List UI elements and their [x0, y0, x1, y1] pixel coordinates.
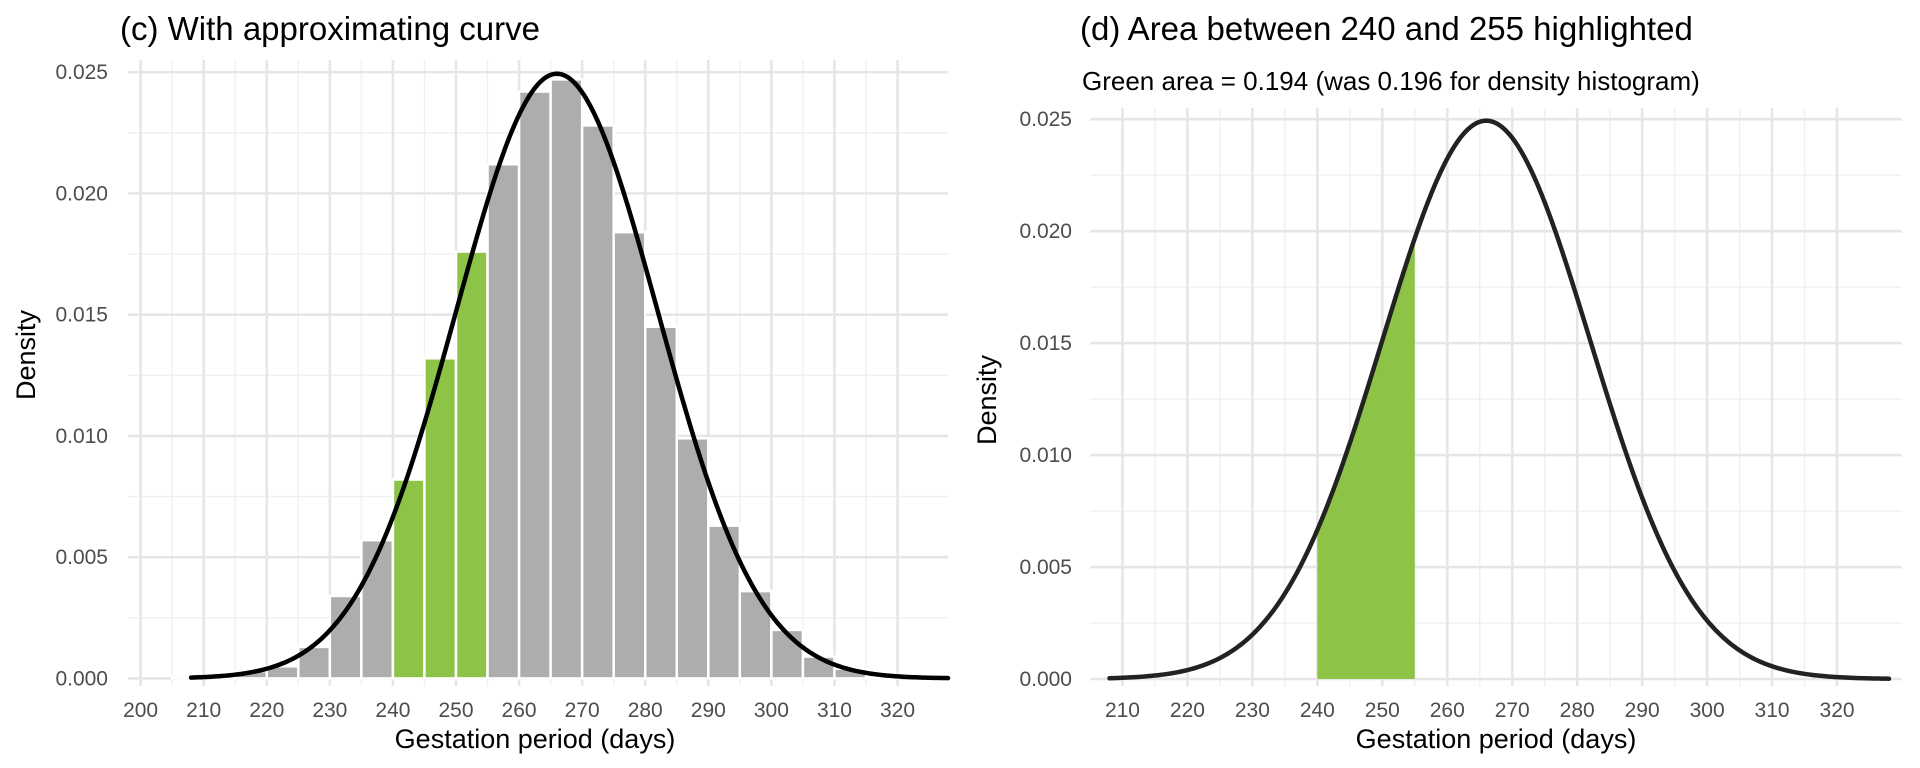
x-axis-title: Gestation period (days): [395, 724, 676, 754]
x-tick-label: 240: [1300, 699, 1335, 722]
density-curve-layer: [188, 71, 951, 681]
histogram-bar: [770, 628, 805, 680]
x-tick-label: 220: [1170, 699, 1205, 722]
y-tick-label: 0.005: [1019, 556, 1072, 579]
histogram-bar: [549, 78, 584, 680]
density-curve: [1107, 118, 1892, 681]
x-tick-labels: 200 210 220 230 240 250 260 270 280 290 300 310 320: [123, 699, 915, 722]
x-tick-label: 300: [754, 699, 789, 722]
x-tick-label: 200: [123, 699, 158, 722]
x-tick-label: 260: [502, 699, 537, 722]
y-tick-label: 0.000: [1019, 668, 1072, 691]
x-tick-label: 280: [628, 699, 663, 722]
histogram-bar: [580, 124, 615, 680]
y-tick-labels: 0.000 0.005 0.010 0.015 0.020 0.025: [1019, 108, 1072, 691]
x-tick-label: 220: [249, 699, 284, 722]
chart-subtitle: Green area = 0.194 (was 0.196 for densit…: [1082, 66, 1700, 96]
chart-panel-d: (d) Area between 240 and 255 highlighted…: [972, 10, 1902, 754]
y-tick-label: 0.025: [1019, 108, 1072, 131]
histogram-bar: [517, 90, 552, 680]
x-tick-label: 210: [186, 699, 221, 722]
histogram-bar: [643, 325, 679, 680]
y-tick-label: 0.025: [55, 61, 108, 84]
y-tick-label: 0.015: [1019, 332, 1072, 355]
y-tick-label: 0.020: [55, 182, 108, 205]
x-tick-labels: 210 220 230 240 250 260 270 280 290 300 310 320: [1105, 699, 1855, 722]
density-curve-layer: [1107, 118, 1892, 681]
y-tick-label: 0.010: [1019, 444, 1072, 467]
x-tick-label: 250: [1365, 699, 1400, 722]
y-axis-title: Density: [11, 309, 41, 400]
x-tick-label: 270: [1495, 699, 1530, 722]
x-tick-label: 240: [375, 699, 410, 722]
x-tick-label: 270: [565, 699, 600, 722]
histogram-bar: [486, 163, 521, 680]
density-curve: [188, 71, 951, 681]
y-tick-label: 0.015: [55, 304, 108, 327]
x-tick-label: 320: [880, 699, 915, 722]
chart-title: (c) With approximating curve: [120, 10, 540, 47]
histogram-bar: [612, 230, 647, 680]
y-tick-label: 0.020: [1019, 220, 1072, 243]
x-tick-label: 310: [1755, 699, 1790, 722]
histogram-bars: [170, 78, 899, 680]
x-tick-label: 290: [1625, 699, 1660, 722]
x-tick-label: 300: [1690, 699, 1725, 722]
x-tick-label: 230: [1235, 699, 1270, 722]
x-tick-label: 210: [1105, 699, 1140, 722]
histogram-bar: [360, 538, 395, 680]
x-tick-label: 310: [817, 699, 852, 722]
x-tick-label: 290: [691, 699, 726, 722]
y-axis-title: Density: [972, 354, 1002, 445]
y-tick-label: 0.005: [55, 546, 108, 569]
x-tick-label: 280: [1560, 699, 1595, 722]
x-tick-label: 250: [438, 699, 473, 722]
histogram-bar-highlighted: [454, 250, 489, 680]
x-axis-title: Gestation period (days): [1356, 724, 1637, 754]
x-tick-label: 230: [312, 699, 347, 722]
chart-panel-c: (c) With approximating curve 0.0000.0050…: [11, 10, 951, 754]
x-tick-label: 260: [1430, 699, 1465, 722]
y-tick-label: 0.010: [55, 425, 108, 448]
shaded-area: [1317, 238, 1415, 680]
histogram-bar: [738, 589, 773, 680]
x-tick-label: 320: [1820, 699, 1855, 722]
chart-title: (d) Area between 240 and 255 highlighted: [1080, 10, 1693, 47]
y-tick-label: 0.000: [55, 667, 108, 690]
y-tick-labels: 0.000 0.005 0.010 0.015 0.020 0.025: [55, 61, 108, 690]
grid: [1090, 108, 1902, 686]
shaded-area-layer: [1317, 238, 1415, 680]
